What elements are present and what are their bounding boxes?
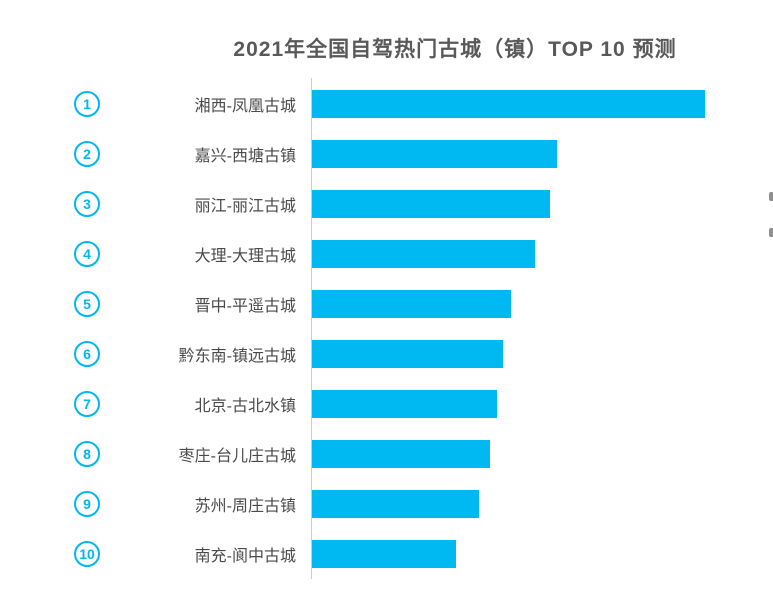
row-label: 苏州-周庄古镇 [194, 498, 296, 515]
rank-badge: 5 [74, 291, 100, 317]
chart-row: 1 湘西-凤凰古城 [0, 79, 773, 129]
row-label: 南充-阆中古城 [194, 548, 296, 565]
bar [312, 140, 557, 168]
bar [312, 190, 550, 218]
chart-row: 2 嘉兴-西塘古镇 [0, 129, 773, 179]
rank-badge: 9 [74, 491, 100, 517]
bar [312, 240, 535, 268]
bar [312, 490, 479, 518]
rank-badge: 8 [74, 441, 100, 467]
rank-badge: 7 [74, 391, 100, 417]
chart-row: 6 黔东南-镇远古城 [0, 329, 773, 379]
bar [312, 290, 511, 318]
y-axis-line [311, 78, 312, 579]
chart-title: 2021年全国自驾热门古城（镇）TOP 10 预测 [233, 38, 677, 61]
rank-badge: 2 [74, 141, 100, 167]
rank-badge: 1 [74, 91, 100, 117]
row-label: 黔东南-镇远古城 [178, 348, 296, 365]
chart-row: 3 丽江-丽江古城 [0, 179, 773, 229]
chart-row: 8 枣庄-台儿庄古城 [0, 429, 773, 479]
row-label: 湘西-凤凰古城 [194, 98, 296, 115]
bar [312, 440, 490, 468]
clipped-edge-artifact [769, 192, 773, 201]
bar-rows-container: 1 湘西-凤凰古城 2 嘉兴-西塘古镇 3 丽江-丽江古城 4 大理-大理古城 … [0, 79, 773, 579]
row-label: 大理-大理古城 [194, 248, 296, 265]
chart-row: 7 北京-古北水镇 [0, 379, 773, 429]
chart-row: 10 南充-阆中古城 [0, 529, 773, 579]
rank-badge: 10 [74, 541, 100, 567]
chart-row: 4 大理-大理古城 [0, 229, 773, 279]
chart-row: 5 晋中-平遥古城 [0, 279, 773, 329]
bar [312, 540, 456, 568]
bar [312, 90, 705, 118]
chart-row: 9 苏州-周庄古镇 [0, 479, 773, 529]
bar [312, 340, 503, 368]
rank-badge: 3 [74, 191, 100, 217]
row-label: 晋中-平遥古城 [194, 298, 296, 315]
row-label: 枣庄-台儿庄古城 [178, 448, 296, 465]
row-label: 北京-古北水镇 [194, 398, 296, 415]
bar [312, 390, 497, 418]
row-label: 嘉兴-西塘古镇 [194, 148, 296, 165]
clipped-edge-artifact [769, 228, 773, 237]
row-label: 丽江-丽江古城 [194, 198, 296, 215]
rank-badge: 4 [74, 241, 100, 267]
rank-badge: 6 [74, 341, 100, 367]
